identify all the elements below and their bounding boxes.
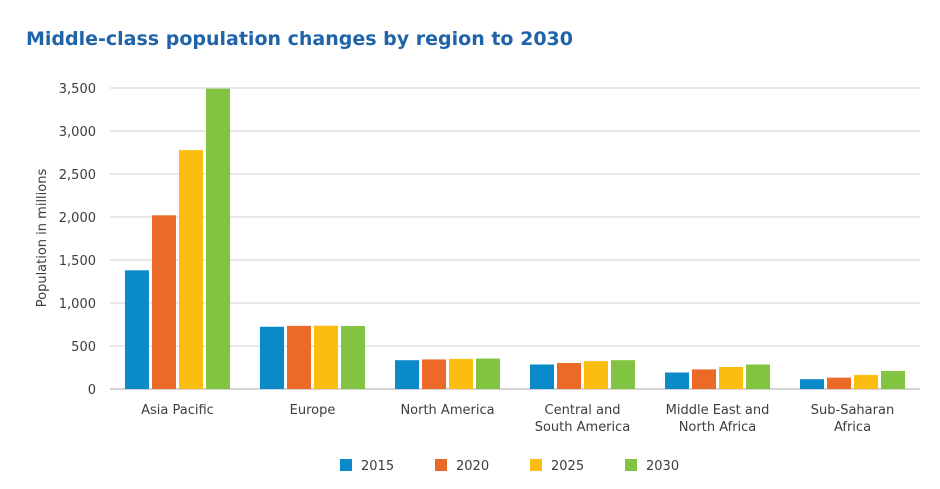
bar-2015: [395, 360, 419, 389]
legend-label-2020: 2020: [456, 459, 489, 474]
legend-swatch-2015: [340, 459, 352, 471]
x-tick-label: Europe: [290, 403, 336, 418]
y-tick-label: 0: [88, 383, 96, 398]
bar-2020: [692, 369, 716, 389]
legend: 2015 2020 2025 2030: [340, 459, 679, 474]
y-tick-label: 1,500: [59, 254, 96, 269]
bar-2015: [665, 372, 689, 389]
bar-2020: [422, 359, 446, 389]
y-tick-label: 2,000: [59, 211, 96, 226]
bar-2020: [827, 377, 851, 389]
legend-swatch-2020: [435, 459, 447, 471]
x-tick-label: Asia Pacific: [141, 403, 214, 418]
bar-2025: [719, 366, 743, 389]
x-tick-label: Central and South America: [535, 403, 631, 435]
bar-2030: [746, 364, 770, 389]
bar-2030: [206, 88, 230, 390]
legend-swatch-2030: [625, 459, 637, 471]
legend-swatch-2025: [530, 459, 542, 471]
x-tick-label: Middle East and North Africa: [666, 403, 770, 435]
bar-2020: [557, 362, 581, 389]
x-tick-label: North America: [400, 403, 494, 418]
bar-2025: [314, 325, 338, 389]
legend-label-2015: 2015: [361, 459, 394, 474]
x-tick-label: Sub-Saharan Africa: [811, 403, 894, 435]
y-axis-tick-labels: 0 500 1,000 1,500 2,000 2,500 3,000 3,500: [59, 82, 96, 398]
bar-2030: [341, 325, 365, 389]
bar-2015: [800, 379, 824, 389]
bar-2020: [152, 215, 176, 389]
bars: [125, 88, 905, 390]
bar-2015: [260, 326, 284, 389]
bar-2020: [287, 325, 311, 389]
legend-label-2025: 2025: [551, 459, 584, 474]
gridlines: [110, 87, 920, 390]
bar-2015: [125, 270, 149, 389]
x-axis-category-labels: Asia Pacific Europe North America Central a…: [141, 403, 894, 435]
y-tick-label: 3,500: [59, 82, 96, 97]
bar-2030: [476, 358, 500, 389]
bar-2030: [611, 360, 635, 389]
chart-title: Middle-class population changes by regio…: [26, 28, 573, 50]
y-tick-label: 500: [71, 340, 96, 355]
bar-2025: [584, 361, 608, 389]
bar-2025: [854, 374, 878, 389]
y-tick-label: 2,500: [59, 168, 96, 183]
y-tick-label: 1,000: [59, 297, 96, 312]
bar-2030: [881, 370, 905, 389]
bar-2025: [449, 358, 473, 389]
y-axis-label: Population in millions: [35, 169, 50, 308]
legend-label-2030: 2030: [646, 459, 679, 474]
y-tick-label: 3,000: [59, 125, 96, 140]
bar-2025: [179, 150, 203, 389]
bar-2015: [530, 364, 554, 389]
